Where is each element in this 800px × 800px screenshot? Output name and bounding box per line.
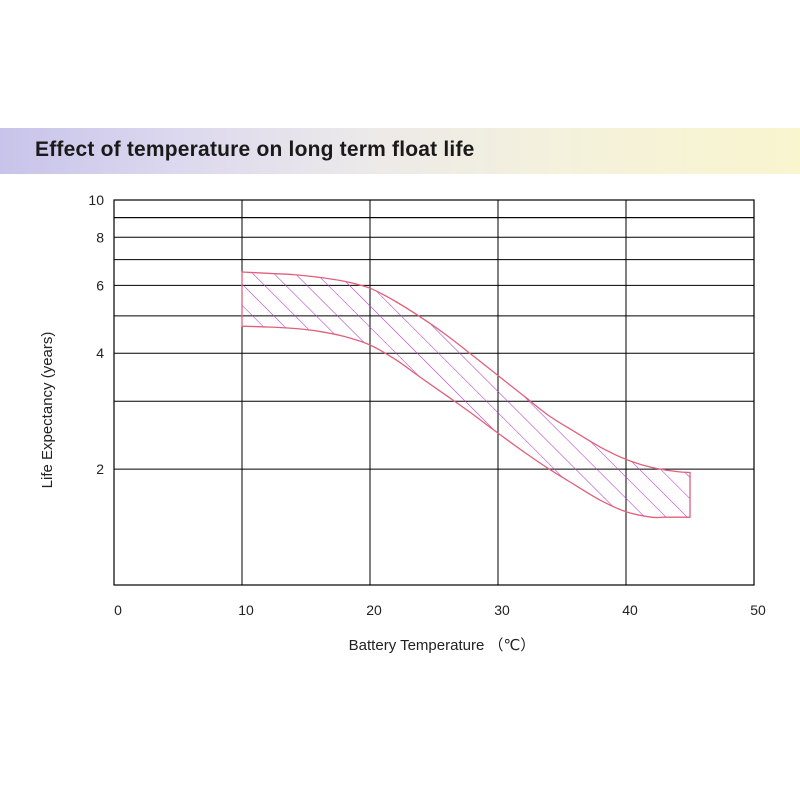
y-tick-label: 8: [96, 229, 104, 245]
life-expectancy-band: [241, 271, 691, 519]
x-tick-label: 50: [750, 602, 766, 618]
y-tick-label: 4: [96, 345, 104, 361]
page-title: Effect of temperature on long term float…: [35, 138, 475, 161]
grid: [113, 199, 755, 586]
y-tick-label: 6: [96, 277, 104, 293]
x-axis-label: Battery Temperature （℃）: [349, 637, 536, 654]
life-band: [241, 271, 691, 519]
y-axis-label: Life Expectancy (years): [39, 332, 56, 489]
plot-frame: [113, 199, 755, 586]
title-banner: Effect of temperature on long term float…: [0, 128, 800, 174]
x-tick-label: 20: [366, 602, 382, 618]
x-tick-label: 40: [622, 602, 638, 618]
tick-labels: 0 10 20 30 40 50 2 4 6 8 10: [88, 192, 766, 618]
x-tick-label: 0: [114, 602, 122, 618]
x-tick-label: 30: [494, 602, 510, 618]
y-tick-label: 10: [88, 192, 104, 208]
y-tick-label: 2: [96, 461, 104, 477]
x-tick-label: 10: [238, 602, 254, 618]
